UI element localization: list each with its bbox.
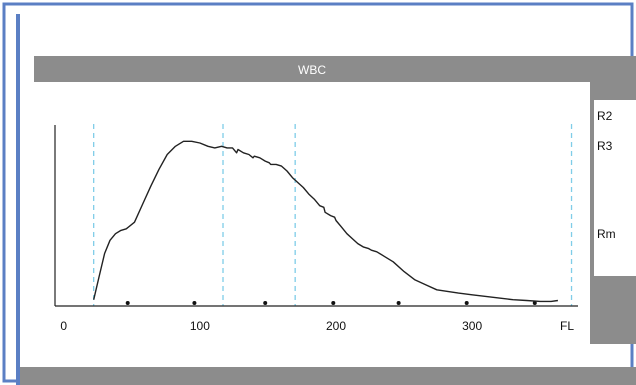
x-axis-unit-label: FL [560,319,574,333]
chart-header-bar [34,56,590,82]
histogram-curve-1 [93,140,558,303]
baseline-dot-5 [396,301,401,305]
x-tick-label-300: 300 [462,319,482,333]
baseline-dot-4 [331,301,336,305]
chart-title: WBC [298,63,326,77]
baseline-dot-2 [192,301,197,305]
baseline-dot-6 [464,301,469,305]
x-tick-label-200: 200 [326,319,346,333]
baseline-dot-7 [532,301,537,305]
side-label-strip [594,100,636,276]
x-tick-label-0: 0 [60,319,67,333]
side-label-r3: R3 [597,139,613,153]
side-label-r2: R2 [597,109,613,123]
baseline-dot-3 [263,301,268,305]
baseline-dot-1 [125,301,130,305]
left-edge-bar [16,14,20,385]
bottom-bar [20,367,636,385]
x-tick-label-100: 100 [190,319,210,333]
side-label-rm: Rm [597,227,616,241]
